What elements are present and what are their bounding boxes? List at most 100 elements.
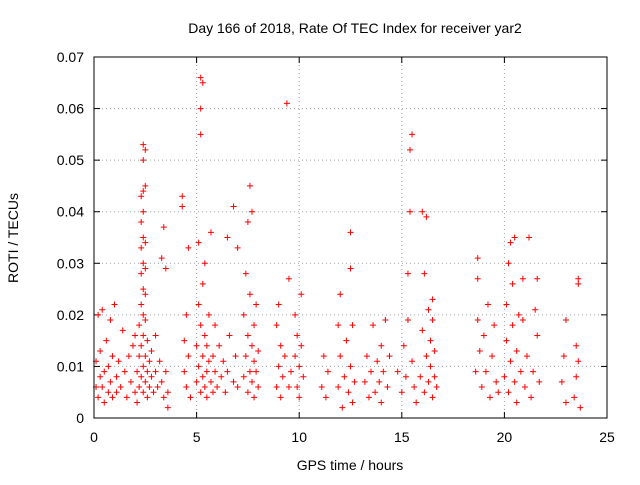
data-point	[532, 306, 539, 313]
data-point	[158, 255, 165, 262]
y-tick-label: 0	[76, 410, 84, 426]
data-point	[349, 399, 356, 406]
y-tick-label: 0.06	[57, 101, 84, 117]
data-point	[376, 378, 383, 385]
data-point	[251, 358, 258, 365]
data-point	[347, 363, 354, 370]
data-point	[509, 322, 516, 329]
data-point	[378, 399, 385, 406]
data-point	[185, 244, 192, 251]
data-point	[244, 219, 251, 226]
data-point	[179, 203, 186, 210]
data-point	[244, 332, 251, 339]
data-point	[324, 368, 331, 375]
data-point	[402, 373, 409, 380]
data-point	[368, 368, 375, 375]
data-point	[370, 322, 377, 329]
data-point	[214, 384, 221, 391]
data-point	[129, 342, 136, 349]
data-point	[294, 384, 301, 391]
data-point	[511, 234, 518, 241]
data-point	[519, 317, 526, 324]
data-point	[513, 347, 520, 354]
data-point	[113, 389, 120, 396]
data-point	[164, 389, 171, 396]
data-point	[431, 347, 438, 354]
data-point	[195, 301, 202, 308]
data-point	[101, 368, 108, 375]
data-point	[230, 203, 237, 210]
x-tick-label: 25	[599, 429, 615, 445]
data-point	[253, 368, 260, 375]
data-point	[482, 368, 489, 375]
data-point	[197, 322, 204, 329]
data-point	[212, 368, 219, 375]
data-point	[181, 337, 188, 344]
data-point	[105, 389, 112, 396]
data-point	[234, 244, 241, 251]
data-point	[140, 188, 147, 195]
data-point	[224, 368, 231, 375]
data-point	[183, 311, 190, 318]
data-point	[140, 363, 147, 370]
data-point	[429, 296, 436, 303]
data-point	[372, 389, 379, 396]
data-point	[384, 384, 391, 391]
data-point	[162, 368, 169, 375]
x-tick-label: 15	[394, 429, 410, 445]
data-point	[523, 353, 530, 360]
y-tick-label: 0.04	[57, 204, 84, 220]
data-point	[503, 301, 510, 308]
data-point	[573, 373, 580, 380]
data-point	[136, 384, 143, 391]
data-point	[361, 378, 368, 385]
data-point	[423, 213, 430, 220]
y-tick-label: 0.03	[57, 255, 84, 271]
data-point	[140, 157, 147, 164]
data-point	[507, 358, 514, 365]
data-point	[296, 394, 303, 401]
data-point	[95, 394, 102, 401]
data-point	[534, 332, 541, 339]
data-point	[382, 317, 389, 324]
y-axis-label: ROTI / TECUs	[5, 193, 21, 283]
data-point	[181, 368, 188, 375]
data-point	[320, 353, 327, 360]
data-point	[318, 384, 325, 391]
data-point	[99, 384, 106, 391]
data-point	[292, 353, 299, 360]
data-point	[117, 384, 124, 391]
data-point	[197, 131, 204, 138]
data-point	[111, 301, 118, 308]
data-point	[571, 394, 578, 401]
data-point	[150, 389, 157, 396]
data-point	[240, 373, 247, 380]
data-point	[573, 342, 580, 349]
data-point	[140, 286, 147, 293]
data-point	[99, 306, 106, 313]
data-point	[136, 353, 143, 360]
data-point	[138, 244, 145, 251]
data-point	[487, 394, 494, 401]
data-point	[378, 342, 385, 349]
data-point	[380, 368, 387, 375]
data-point	[140, 234, 147, 241]
data-point	[407, 146, 414, 153]
data-point	[343, 337, 350, 344]
data-point	[513, 399, 520, 406]
data-point	[97, 347, 104, 354]
data-point	[400, 342, 407, 349]
data-point	[119, 327, 126, 334]
data-point	[476, 347, 483, 354]
data-point	[142, 378, 149, 385]
data-point	[142, 182, 149, 189]
data-point	[528, 394, 535, 401]
x-tick-label: 5	[193, 429, 201, 445]
data-point	[203, 342, 210, 349]
data-point	[203, 394, 210, 401]
data-point	[431, 373, 438, 380]
data-point	[505, 260, 512, 267]
data-point	[158, 378, 165, 385]
data-point	[142, 353, 149, 360]
